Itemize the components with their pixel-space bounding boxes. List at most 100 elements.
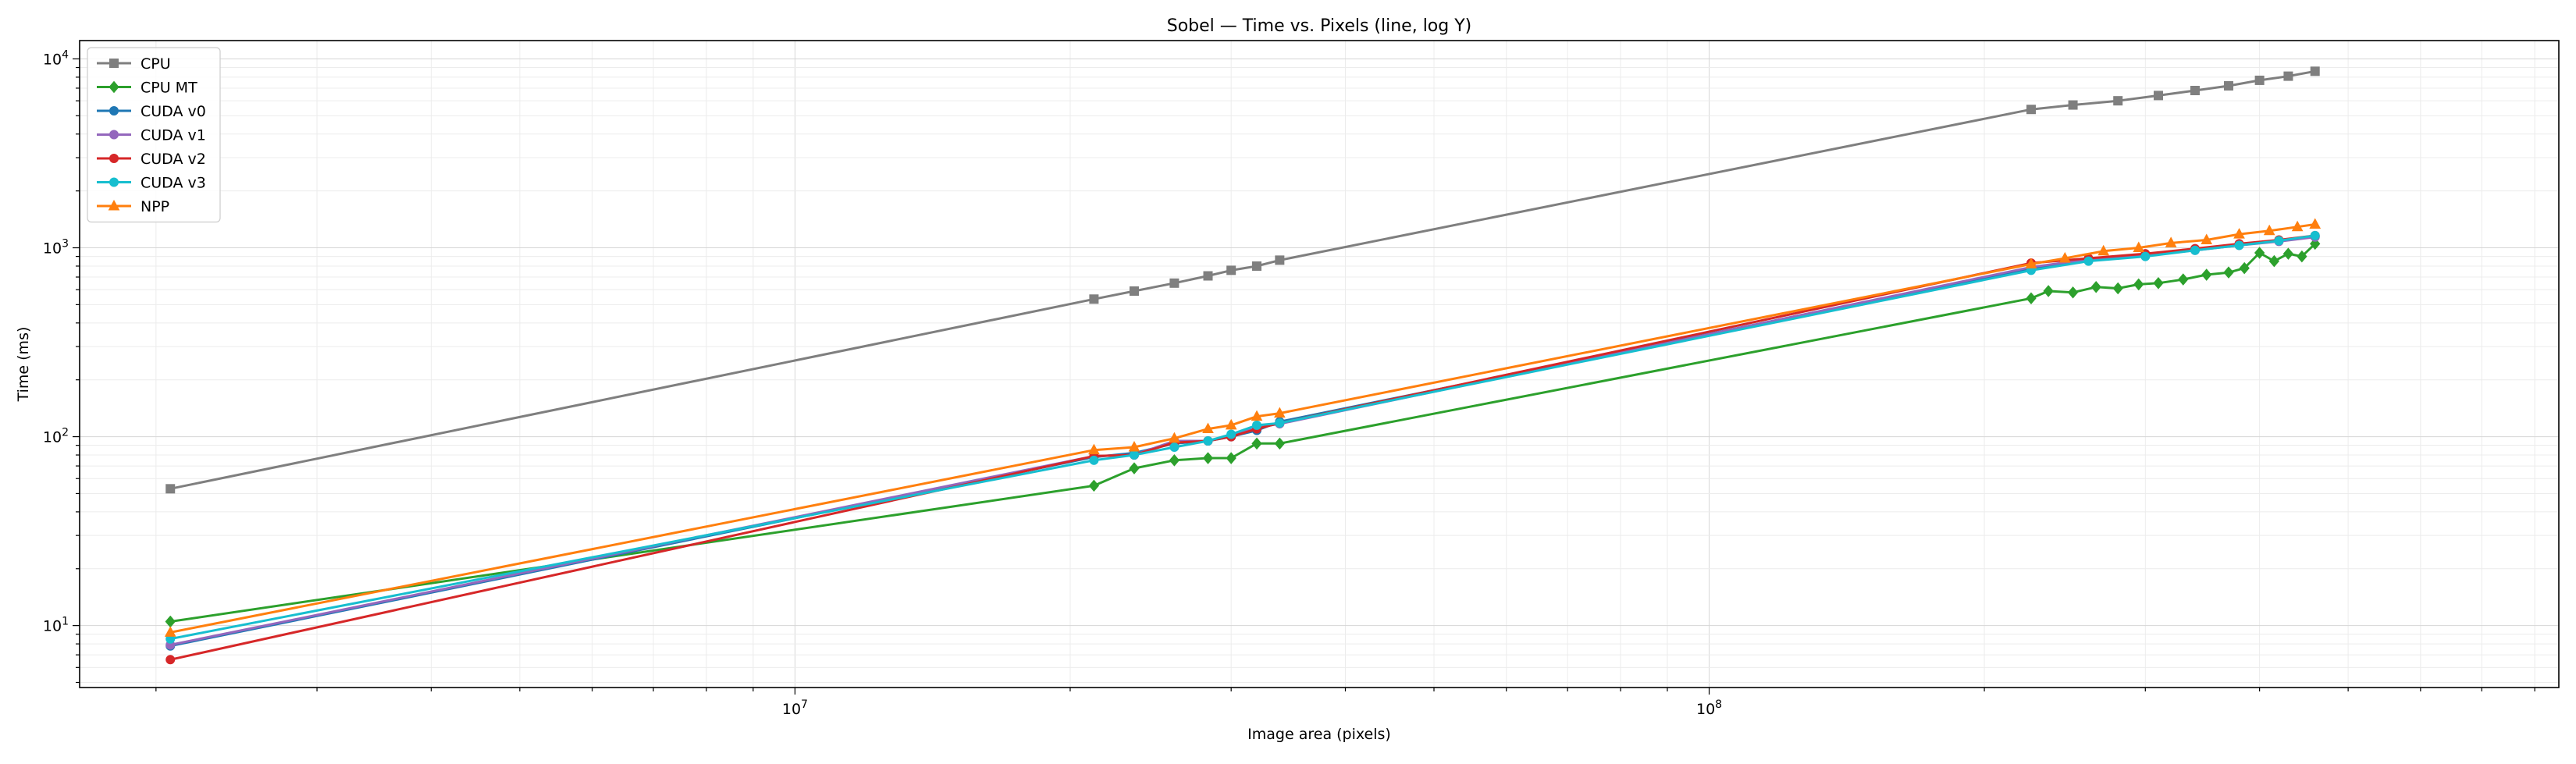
chart-title: Sobel — Time vs. Pixels (line, log Y) [1167, 16, 1472, 36]
y-tick-label: 102 [43, 427, 69, 446]
legend-label-cuda-v0: CUDA v0 [141, 103, 206, 120]
data-point-cuda-v3 [2310, 230, 2320, 240]
data-point-cpu-mt [1169, 454, 1180, 467]
grid-layer [80, 41, 2559, 688]
y-tick-label: 104 [43, 48, 69, 68]
data-point-npp [1225, 418, 1237, 430]
plot-frame [79, 40, 2560, 688]
legend-label-cuda-v1: CUDA v1 [141, 127, 206, 144]
series-npp [164, 218, 2322, 637]
data-point-npp [2233, 228, 2245, 239]
y-axis-label: Time (ms) [15, 327, 32, 403]
data-point-cpu [2068, 100, 2078, 110]
data-point-npp [1169, 432, 1180, 443]
data-point-cpu [2223, 80, 2233, 91]
data-point-cpu [2283, 71, 2293, 81]
x-axis-label: Image area (pixels) [1247, 726, 1391, 743]
data-point-cpu-mt [2201, 268, 2212, 281]
data-point-cuda-v3 [1203, 435, 1213, 446]
legend-label-cuda-v2: CUDA v2 [141, 151, 206, 168]
series-cpu [165, 66, 2320, 494]
tick-layer: 107 108 101 102 103 104 [43, 48, 2535, 718]
data-point-cuda-v3 [2190, 245, 2200, 255]
series-line-cuda-v1 [169, 236, 2315, 646]
data-point-npp [2291, 220, 2304, 232]
data-point-cpu [1129, 286, 1139, 296]
data-point-npp [1202, 422, 1214, 434]
data-point-cpu-mt [1274, 437, 1286, 450]
data-point-cpu-mt [1251, 437, 1262, 450]
y-tick-label: 103 [43, 238, 69, 258]
series-cuda-v1 [165, 232, 2320, 650]
data-point-cuda-v2 [165, 655, 176, 665]
data-point-npp [1251, 410, 1263, 421]
data-point-npp [1128, 440, 1140, 452]
data-point-npp [1274, 407, 1286, 418]
data-point-cpu [2113, 96, 2123, 106]
data-point-cuda-v3 [1226, 429, 1236, 439]
data-point-npp [2263, 224, 2275, 236]
data-point-npp [2025, 258, 2037, 268]
x-tick-label: 108 [1696, 698, 1722, 718]
legend-box [87, 47, 221, 223]
data-point-cpu-mt [2282, 247, 2294, 260]
legend-item-cuda-v2: CUDA v2 [97, 151, 206, 168]
data-point-cpu-mt [1202, 452, 1214, 464]
data-point-cpu-mt [2178, 273, 2189, 286]
legend-marker-cuda-v3 [109, 177, 119, 187]
series-cuda-v0 [165, 231, 2320, 651]
data-point-cpu [1089, 294, 1099, 304]
data-point-npp [2097, 244, 2110, 256]
data-point-cpu-mt [2067, 286, 2079, 299]
series-line-npp [169, 223, 2315, 634]
x-tick-label: 107 [782, 698, 808, 718]
data-point-npp [2309, 218, 2322, 229]
legend-marker-cuda-v2 [109, 154, 119, 163]
data-point-cuda-v3 [2274, 236, 2284, 246]
legend-label-cpu-mt: CPU MT [141, 80, 197, 97]
legend-marker-cpu [109, 59, 119, 68]
data-point-cpu [165, 484, 176, 494]
legend-item-cuda-v3: CUDA v3 [97, 175, 206, 192]
data-point-cpu [1203, 271, 1213, 281]
legend-label-cpu: CPU [141, 55, 171, 73]
data-point-cpu-mt [2153, 277, 2164, 290]
data-point-npp [1088, 443, 1100, 455]
data-point-cuda-v3 [1169, 442, 1179, 453]
legend-label-npp: NPP [141, 198, 169, 215]
series-line-cuda-v2 [169, 234, 2315, 661]
y-tick-label: 101 [43, 616, 69, 635]
data-point-cuda-v3 [2083, 256, 2094, 266]
legend-item-cuda-v0: CUDA v0 [97, 103, 206, 120]
legend: CPU CPU MT CUDA v0 CUDA v1 CUDA v2 CUDA v3 NPP [87, 47, 221, 223]
data-point-cpu-mt [2090, 280, 2101, 293]
data-point-cuda-v3 [1275, 418, 1285, 428]
legend-marker-cuda-v0 [109, 106, 119, 115]
data-point-cpu-mt [2133, 278, 2144, 291]
data-point-cuda-v3 [1252, 420, 1262, 430]
data-point-cpu-mt [2043, 285, 2054, 297]
data-point-cpu [2026, 105, 2036, 115]
data-point-npp [2133, 241, 2145, 253]
data-point-cuda-v3 [1089, 455, 1099, 465]
legend-label-cuda-v3: CUDA v3 [141, 175, 206, 192]
series-layer [164, 66, 2322, 665]
data-point-cpu [1252, 261, 1262, 271]
data-point-cpu-mt [2223, 266, 2234, 279]
legend-marker-npp [108, 199, 120, 211]
data-point-cpu [2153, 91, 2163, 101]
data-point-cpu-mt [2268, 254, 2280, 268]
series-cuda-v3 [165, 230, 2320, 644]
data-point-cpu-mt [2026, 292, 2037, 305]
data-point-cpu-mt [1226, 452, 1236, 464]
data-point-cuda-v3 [1129, 450, 1139, 460]
legend-item-cuda-v1: CUDA v1 [97, 127, 206, 144]
data-point-npp [2058, 251, 2071, 263]
data-point-cuda-v3 [2140, 251, 2151, 261]
data-point-npp [2201, 233, 2213, 244]
data-point-cpu [2310, 66, 2320, 76]
data-point-cpu-mt [2254, 247, 2265, 259]
data-point-cpu [1275, 255, 1285, 265]
legend-marker-cuda-v1 [109, 130, 119, 140]
